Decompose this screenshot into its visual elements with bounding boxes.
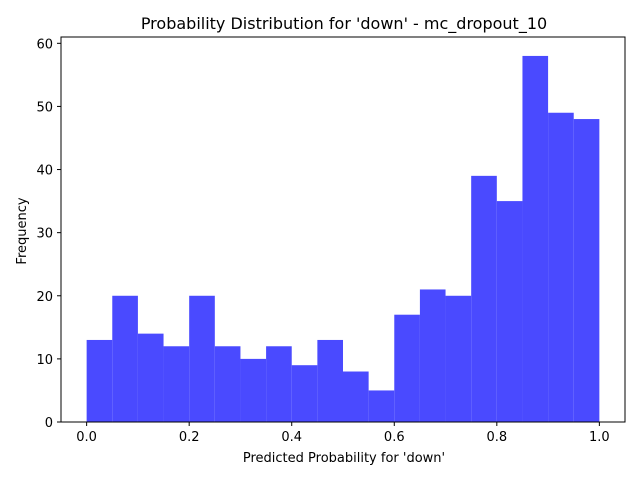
histogram-bar [445, 295, 472, 422]
histogram-bar [419, 289, 446, 422]
x-tick-label: 0.0 [76, 430, 97, 445]
histogram-bar [240, 358, 267, 422]
x-tick-label: 0.6 [384, 430, 405, 445]
histogram-bar [471, 175, 497, 422]
histogram-bar [163, 346, 190, 422]
histogram-bar [343, 371, 369, 422]
x-axis-ticks: 0.0 0.2 0.4 0.6 0.8 1.0 [76, 422, 610, 445]
x-axis-title: Predicted Probability for 'down' [243, 451, 445, 466]
y-tick-label: 50 [36, 100, 53, 115]
histogram-bar [266, 346, 292, 422]
bars-group [86, 55, 600, 423]
histogram-bar [573, 119, 600, 422]
histogram-bar [291, 365, 318, 422]
y-tick-label: 60 [36, 37, 53, 52]
y-tick-label: 20 [36, 290, 53, 305]
histogram-bar [112, 295, 138, 422]
histogram-bar [137, 333, 164, 422]
histogram-bar [189, 295, 215, 422]
histogram-bar [548, 112, 574, 422]
y-axis-title: Frequency [15, 197, 30, 264]
histogram-bar [496, 201, 523, 422]
histogram-bar [317, 339, 343, 422]
histogram-bar [394, 314, 420, 422]
histogram-bar [522, 55, 549, 423]
y-tick-label: 10 [36, 353, 53, 368]
x-tick-label: 1.0 [589, 430, 610, 445]
histogram-bar [214, 346, 241, 422]
x-tick-label: 0.8 [486, 430, 507, 445]
plot-frame [60, 36, 626, 423]
histogram-bar [368, 390, 395, 422]
chart-title: Probability Distribution for 'down' - mc… [141, 14, 547, 34]
y-axis-ticks: 0 10 20 30 40 50 60 [36, 37, 61, 431]
x-tick-label: 0.2 [179, 430, 200, 445]
histogram-bar [86, 339, 113, 422]
x-tick-label: 0.4 [281, 430, 302, 445]
y-tick-label: 40 [36, 164, 53, 179]
y-tick-label: 0 [45, 416, 53, 431]
y-tick-label: 30 [36, 227, 53, 242]
